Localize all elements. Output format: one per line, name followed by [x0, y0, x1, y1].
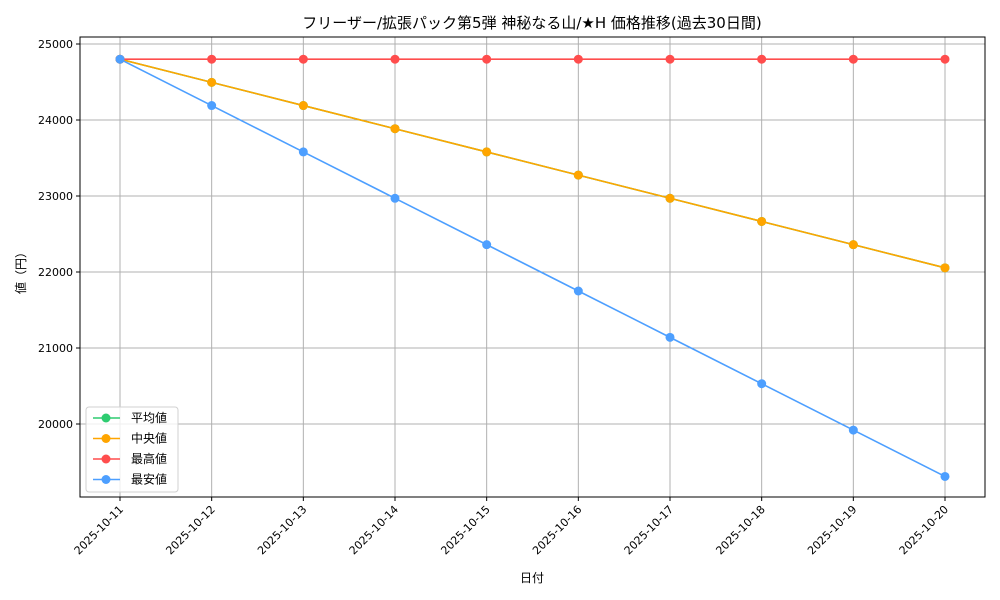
- y-tick-label: 23000: [38, 190, 73, 203]
- data-point: [848, 425, 858, 435]
- data-point: [757, 379, 767, 389]
- chart-title: フリーザー/拡張パック第5弾 神秘なる山/★H 価格推移(過去30日間): [302, 14, 761, 32]
- legend-marker: [101, 434, 111, 443]
- data-point: [482, 54, 492, 64]
- data-point: [298, 147, 308, 157]
- y-tick-label: 21000: [38, 342, 73, 355]
- data-point: [757, 54, 767, 64]
- series-3: [115, 54, 950, 481]
- x-tick-label: 2025-10-11: [72, 503, 126, 557]
- data-point: [665, 332, 675, 342]
- x-tick-label: 2025-10-16: [530, 503, 584, 557]
- data-point: [757, 216, 767, 226]
- x-tick-label: 2025-10-20: [897, 503, 951, 557]
- data-point: [940, 54, 950, 64]
- y-axis-label: 値（円）: [13, 246, 28, 294]
- data-point: [848, 54, 858, 64]
- y-tick-label: 24000: [38, 114, 73, 127]
- data-point: [665, 193, 675, 203]
- data-point: [390, 124, 400, 134]
- data-point: [482, 147, 492, 157]
- legend-label: 平均値: [131, 410, 167, 425]
- data-point: [298, 101, 308, 111]
- legend-marker: [101, 454, 111, 464]
- y-tick-label: 25000: [38, 38, 73, 51]
- data-point: [940, 471, 950, 481]
- data-point: [207, 77, 217, 87]
- legend-label: 中央値: [131, 431, 167, 446]
- data-point: [940, 263, 950, 273]
- data-point: [665, 54, 675, 64]
- x-tick-label: 2025-10-15: [438, 503, 492, 557]
- x-tick-label: 2025-10-18: [713, 503, 767, 557]
- y-tick-label: 20000: [38, 418, 73, 431]
- x-tick-label: 2025-10-14: [347, 503, 401, 557]
- legend-label: 最安値: [131, 472, 167, 487]
- x-axis-label: 日付: [520, 571, 544, 585]
- series-2: [115, 54, 950, 64]
- legend-label: 最高値: [131, 451, 167, 466]
- legend-marker: [101, 413, 111, 423]
- data-point: [298, 54, 308, 64]
- x-tick-label: 2025-10-12: [163, 503, 217, 557]
- series-line: [119, 58, 946, 269]
- x-tick-label: 2025-10-19: [805, 503, 859, 557]
- data-point: [390, 193, 400, 203]
- x-tick-label: 2025-10-13: [255, 503, 309, 557]
- data-point: [482, 240, 492, 250]
- data-point: [390, 54, 400, 64]
- data-point: [573, 170, 583, 180]
- data-point: [573, 54, 583, 64]
- y-tick-label: 22000: [38, 266, 73, 279]
- series-1: [115, 54, 950, 273]
- plot-area: [79, 36, 986, 498]
- data-point: [207, 54, 217, 64]
- data-point: [207, 101, 217, 111]
- data-point: [573, 286, 583, 296]
- data-point: [115, 54, 125, 64]
- legend-box: [85, 406, 179, 493]
- series-line: [119, 58, 946, 478]
- data-point: [848, 240, 858, 250]
- x-tick-label: 2025-10-17: [622, 503, 676, 557]
- legend-marker: [101, 475, 111, 484]
